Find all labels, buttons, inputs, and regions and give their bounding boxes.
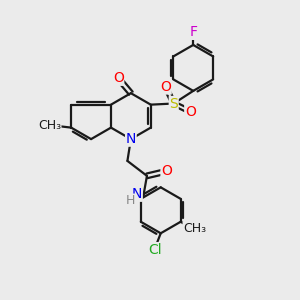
Text: CH₃: CH₃ [183,222,206,235]
Text: O: O [185,104,196,118]
Text: Cl: Cl [148,243,162,257]
Text: H: H [126,194,135,207]
Text: N: N [132,187,142,201]
Text: F: F [189,25,197,39]
Text: S: S [169,97,178,110]
Text: O: O [113,71,124,85]
Text: O: O [161,164,172,178]
Text: CH₃: CH₃ [38,119,61,132]
Text: N: N [126,132,136,146]
Text: O: O [160,80,171,94]
